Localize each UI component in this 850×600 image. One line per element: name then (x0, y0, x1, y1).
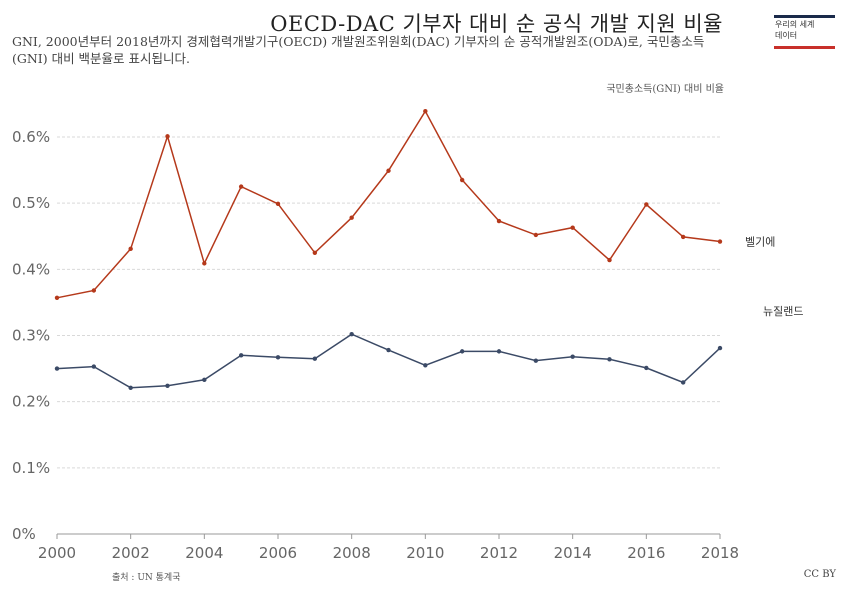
y-tick-label: 0.1% (12, 459, 50, 477)
gridlines (57, 136, 720, 535)
y-axis: 0% 0.1% 0.2% 0.3% 0.4% 0.5% 0.6% (12, 128, 50, 543)
y-tick-label: 0% (12, 525, 36, 543)
data-point (423, 108, 428, 114)
data-point (717, 345, 723, 351)
data-point (386, 168, 391, 173)
data-point (607, 257, 612, 263)
series-label-0: 벨기에 (745, 236, 775, 249)
x-tick-label: 2006 (259, 544, 297, 562)
data-point (386, 347, 391, 353)
data-point (680, 234, 686, 240)
data-point (717, 239, 723, 244)
data-point (91, 288, 97, 293)
data-point (459, 349, 465, 354)
data-point (680, 380, 686, 385)
data-point (275, 355, 281, 360)
data-point (128, 246, 133, 252)
x-tick-label: 2016 (627, 544, 665, 562)
data-point (128, 385, 133, 390)
data-point (165, 383, 170, 388)
data-point (496, 349, 502, 354)
license-label[interactable]: CC BY (803, 569, 836, 580)
y-tick-label: 0.2% (12, 393, 50, 411)
logo-text: 우리의 세계 데이터 (775, 20, 815, 40)
x-axis: 2000 2002 2004 2006 2008 2010 2012 2014 2016 2018 (38, 534, 739, 562)
data-point (312, 250, 318, 255)
x-tick-label: 2000 (38, 544, 76, 562)
data-point (165, 134, 170, 139)
units-label: 국민총소득(GNI) 대비 비율 (606, 84, 724, 95)
x-tick-label: 2010 (406, 544, 444, 562)
y-tick-label: 0.3% (12, 327, 50, 345)
data-point (202, 377, 207, 383)
data-point (423, 363, 428, 368)
owid-logo[interactable]: 우리의 세계 데이터 (774, 15, 835, 49)
data-point (349, 215, 354, 220)
data-point (275, 201, 281, 207)
series-label-1: 뉴질랜드 (763, 305, 803, 318)
data-point (459, 177, 465, 183)
series-group (54, 108, 723, 390)
x-tick-label: 2018 (701, 544, 739, 562)
logo-top-bar (774, 15, 835, 18)
data-point (54, 295, 60, 300)
y-tick-label: 0.6% (12, 128, 50, 146)
data-point (607, 357, 612, 362)
logo-bottom-bar (774, 46, 835, 49)
data-point (54, 366, 60, 371)
data-point (533, 358, 539, 363)
data-point (202, 261, 207, 266)
data-point (238, 184, 244, 189)
data-point (570, 225, 575, 230)
chart-subtitle: GNI, 2000년부터 2018년까지 경제협력개발기구(OECD) 개발원조… (12, 34, 705, 66)
source-note[interactable]: 출처 : UN 통계국 (112, 573, 181, 583)
data-point (238, 353, 244, 358)
x-tick-label: 2002 (112, 544, 150, 562)
data-point (496, 218, 502, 224)
y-tick-label: 0.4% (12, 260, 50, 278)
series-line-1 (56, 333, 721, 389)
data-point (644, 202, 649, 207)
data-point (91, 364, 97, 369)
chart-title: OECD-DAC 기부자 대비 순 공식 개발 지원 비율 (270, 12, 723, 36)
y-tick-label: 0.5% (12, 194, 50, 212)
x-tick-label: 2008 (333, 544, 371, 562)
x-tick-label: 2012 (480, 544, 518, 562)
data-point (349, 331, 354, 337)
x-tick-label: 2014 (554, 544, 592, 562)
x-tick-label: 2004 (185, 544, 223, 562)
data-point (570, 354, 575, 359)
data-point (644, 365, 649, 371)
data-point (533, 232, 539, 238)
data-point (312, 356, 318, 361)
